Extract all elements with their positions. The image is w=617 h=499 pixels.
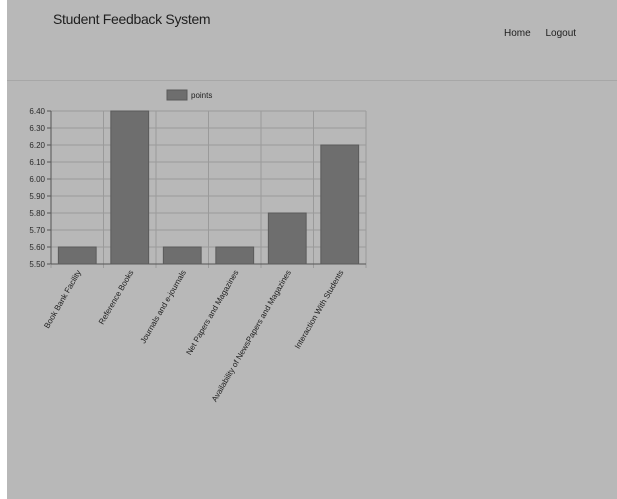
y-tick-label: 6.20	[29, 141, 45, 150]
bar	[57, 246, 97, 265]
x-category-label: Reference Books	[97, 269, 135, 327]
bar	[110, 110, 150, 265]
bar-chart: 6.40 6.30 6.20 6.10 6.00 5.90 5.80 5.70 5.60 5.50…	[29, 89, 367, 403]
y-tick-label: 5.90	[29, 192, 45, 201]
y-tick-label: 5.60	[29, 243, 45, 252]
y-tick-label: 5.50	[29, 260, 45, 269]
y-tick-label: 5.70	[29, 226, 45, 235]
page-background: Student Feedback System Home Logout 6.40…	[7, 0, 617, 499]
y-tick-label: 6.30	[29, 124, 45, 133]
bar	[162, 246, 202, 265]
x-category-label: Interaction With Students	[293, 269, 345, 351]
nav-home-link[interactable]: Home	[504, 28, 531, 39]
bar	[267, 212, 307, 265]
x-category-label: Net Papers and Magazines	[184, 269, 240, 357]
bar	[215, 246, 255, 265]
app-title: Student Feedback System	[53, 11, 211, 27]
legend-label: points	[191, 91, 212, 100]
y-tick-label: 6.10	[29, 158, 45, 167]
top-nav: Home Logout	[504, 28, 588, 39]
header-bar: Student Feedback System Home Logout	[7, 0, 617, 81]
x-category-label: Journals and e-journals	[139, 269, 188, 346]
bar	[320, 144, 360, 265]
y-tick-label: 6.00	[29, 175, 45, 184]
legend-swatch	[166, 89, 188, 101]
y-tick-label: 6.40	[29, 107, 45, 116]
y-tick-label: 5.80	[29, 209, 45, 218]
x-category-label: Book Bank Facility	[42, 269, 83, 330]
nav-logout-link[interactable]: Logout	[545, 28, 577, 39]
